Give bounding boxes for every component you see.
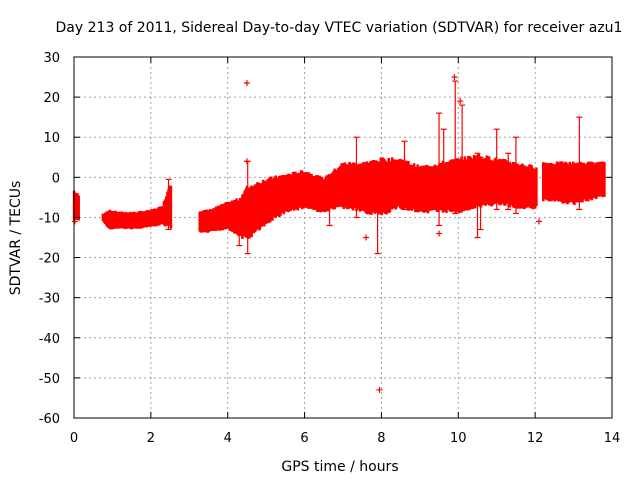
outlier-point xyxy=(535,218,542,225)
y-tick-label: -20 xyxy=(39,252,60,267)
y-tick-label: 0 xyxy=(52,171,60,186)
grid xyxy=(74,57,612,418)
x-axis-label: GPS time / hours xyxy=(281,459,398,475)
x-tick-label: 8 xyxy=(377,431,385,446)
x-tick-label: 10 xyxy=(450,431,467,446)
y-tick-label: 10 xyxy=(43,131,60,146)
x-tick-label: 4 xyxy=(224,431,232,446)
y-tick-label: -40 xyxy=(39,332,60,347)
y-tick-labels: -60 -50 -40 -30 -20 -10 0 10 20 30 xyxy=(39,51,60,427)
chart-title: Day 213 of 2011, Sidereal Day-to-day VTE… xyxy=(56,20,623,36)
data-band-segment xyxy=(169,185,173,229)
y-tick-label: -60 xyxy=(39,412,60,427)
x-tick-labels: 0 2 4 6 8 10 12 14 xyxy=(70,431,620,446)
y-tick-label: 20 xyxy=(43,91,60,106)
x-tick-label: 6 xyxy=(300,431,308,446)
data-band-segment xyxy=(535,167,538,207)
data-band-segment xyxy=(603,162,606,197)
y-axis-label: SDTVAR / TECUs xyxy=(8,181,24,296)
outlier-point xyxy=(436,230,443,237)
y-tick-label: -10 xyxy=(39,211,60,226)
x-tick-label: 0 xyxy=(70,431,78,446)
y-tick-label: 30 xyxy=(43,51,60,66)
y-tick-label: -30 xyxy=(39,292,60,307)
outlier-point xyxy=(243,80,250,87)
outlier-point xyxy=(243,158,250,165)
data-series xyxy=(71,74,606,393)
x-tick-label: 2 xyxy=(147,431,155,446)
y-tick-label: -50 xyxy=(39,372,60,387)
outlier-point xyxy=(451,74,458,81)
outlier-point xyxy=(363,234,370,241)
ticks xyxy=(73,56,613,419)
outlier-point xyxy=(71,218,78,225)
x-tick-label: 14 xyxy=(604,431,621,446)
outlier-point xyxy=(457,98,464,105)
data-band-segment xyxy=(77,195,80,221)
outlier-point xyxy=(376,386,383,393)
x-tick-label: 12 xyxy=(527,431,544,446)
plot-frame xyxy=(73,56,613,419)
